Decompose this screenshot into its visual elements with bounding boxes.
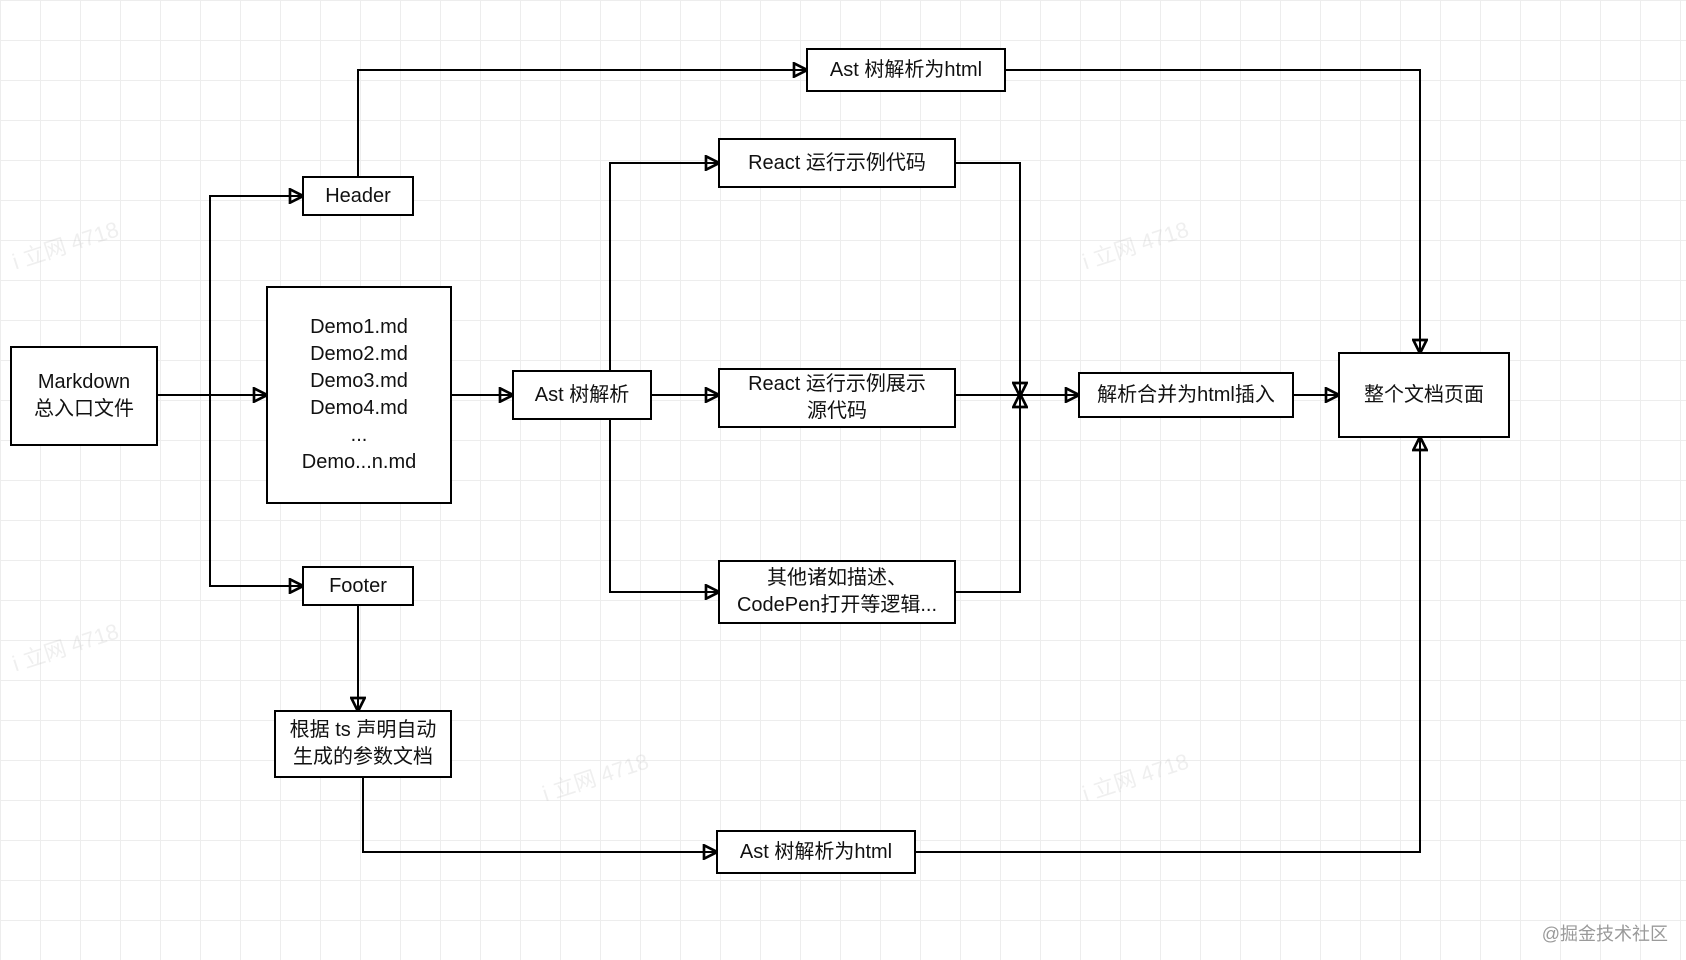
node-output: 整个文档页面	[1338, 352, 1510, 438]
node-entry: Markdown 总入口文件	[10, 346, 158, 446]
node-merge: 解析合并为html插入	[1078, 372, 1294, 418]
node-label: Markdown 总入口文件	[34, 369, 134, 423]
node-header: Header	[302, 176, 414, 216]
node-other: 其他诸如描述、 CodePen打开等逻辑...	[718, 560, 956, 624]
node-label: Demo1.md Demo2.md Demo3.md Demo4.md ... …	[302, 314, 416, 476]
node-footer: Footer	[302, 566, 414, 606]
node-label: 解析合并为html插入	[1097, 382, 1275, 409]
node-label: Ast 树解析	[535, 382, 629, 409]
node-demos: Demo1.md Demo2.md Demo3.md Demo4.md ... …	[266, 286, 452, 504]
node-ast_html1: Ast 树解析为html	[806, 48, 1006, 92]
node-label: React 运行示例代码	[748, 150, 926, 177]
node-label: Footer	[329, 573, 387, 600]
node-react_src: React 运行示例展示 源代码	[718, 368, 956, 428]
node-ast: Ast 树解析	[512, 370, 652, 420]
node-label: React 运行示例展示 源代码	[748, 371, 926, 425]
node-label: 其他诸如描述、 CodePen打开等逻辑...	[737, 565, 937, 619]
node-label: Ast 树解析为html	[740, 839, 892, 866]
node-label: Header	[325, 183, 391, 210]
node-react_run: React 运行示例代码	[718, 138, 956, 188]
node-label: Ast 树解析为html	[830, 57, 982, 84]
node-tsdoc: 根据 ts 声明自动 生成的参数文档	[274, 710, 452, 778]
node-ast_html2: Ast 树解析为html	[716, 830, 916, 874]
credit-text: @掘金技术社区	[1542, 920, 1668, 946]
node-label: 根据 ts 声明自动 生成的参数文档	[290, 717, 437, 771]
node-label: 整个文档页面	[1364, 382, 1484, 409]
